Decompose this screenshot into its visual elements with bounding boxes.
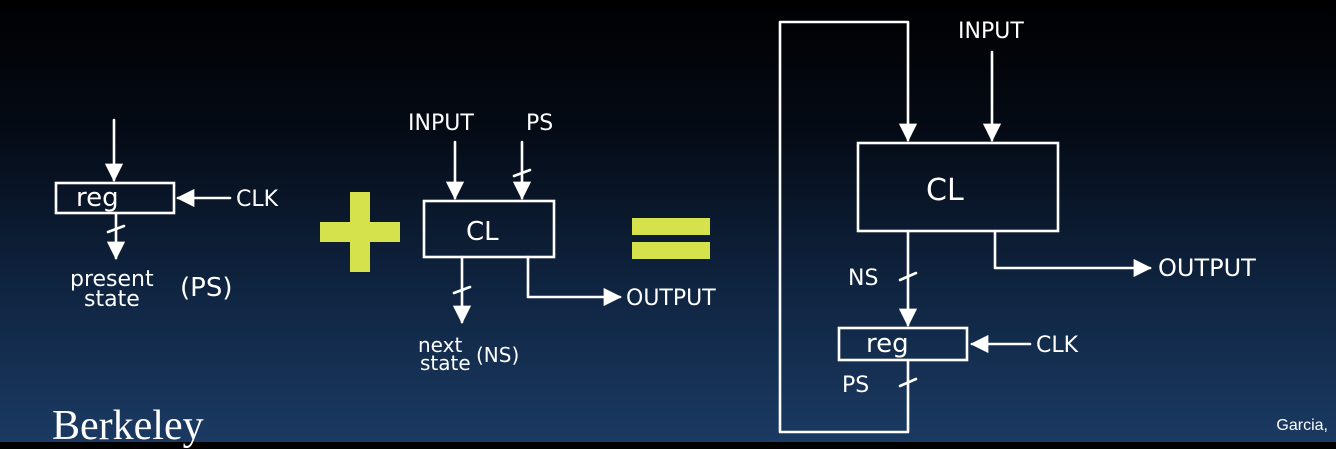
sm-reg-box [837,326,969,362]
equals-top-bar [632,218,710,235]
sm-reg-label: reg [866,329,909,359]
plus-symbol: + [0,0,1,1]
reg-output-tick [106,224,126,234]
plus-horizontal [320,222,400,242]
sm-next-state-tick [898,271,918,282]
cl-output-label: OUTPUT [626,286,716,311]
state-machine-result: INPUT CL OUTPUT NS reg CLK PS [778,19,1256,434]
sm-ps-label: PS [842,373,869,398]
present-state-line1: present [70,267,154,292]
footer-left-text: Berkeley [52,403,204,449]
equals-bottom-bar [632,242,710,259]
cl-ps-tick [512,168,532,178]
reg-box-label: reg [76,183,119,213]
next-state-line1: next [418,333,462,357]
cl-input-label: INPUT [408,111,474,136]
cl-output-arrow [526,255,622,307]
sm-output-arrow [993,229,1152,278]
cl-ps-label: PS [526,111,553,136]
equals-symbol: = [0,0,1,1]
next-state-abbrev: (NS) [476,343,519,367]
cl-box-label: CL [466,217,499,247]
sm-clock-label: CLK [1036,333,1079,358]
footer-author: Garcia, [1276,417,1328,434]
reg-clock-label: CLK [236,187,279,212]
present-state-line2: state [84,287,140,312]
next-state-line2: state [420,351,471,375]
present-state-abbrev: (PS) [180,273,232,303]
sm-feedback-loop [778,20,918,434]
cl-next-state-tick [452,285,472,295]
equals-operator: = [0,0,710,259]
register-part: reg CLK present state (PS) [54,118,279,312]
sm-cl-label: CL [926,173,964,208]
combinational-logic-part: INPUT PS CL OUTPUT next state (NS) [408,111,716,375]
sm-cl-box [856,141,1060,233]
sm-output-label: OUTPUT [1158,254,1256,282]
plus-operator: + [0,0,400,272]
cl-box [422,199,556,259]
sm-ns-label: NS [848,266,878,291]
sm-input-label: INPUT [958,19,1024,44]
